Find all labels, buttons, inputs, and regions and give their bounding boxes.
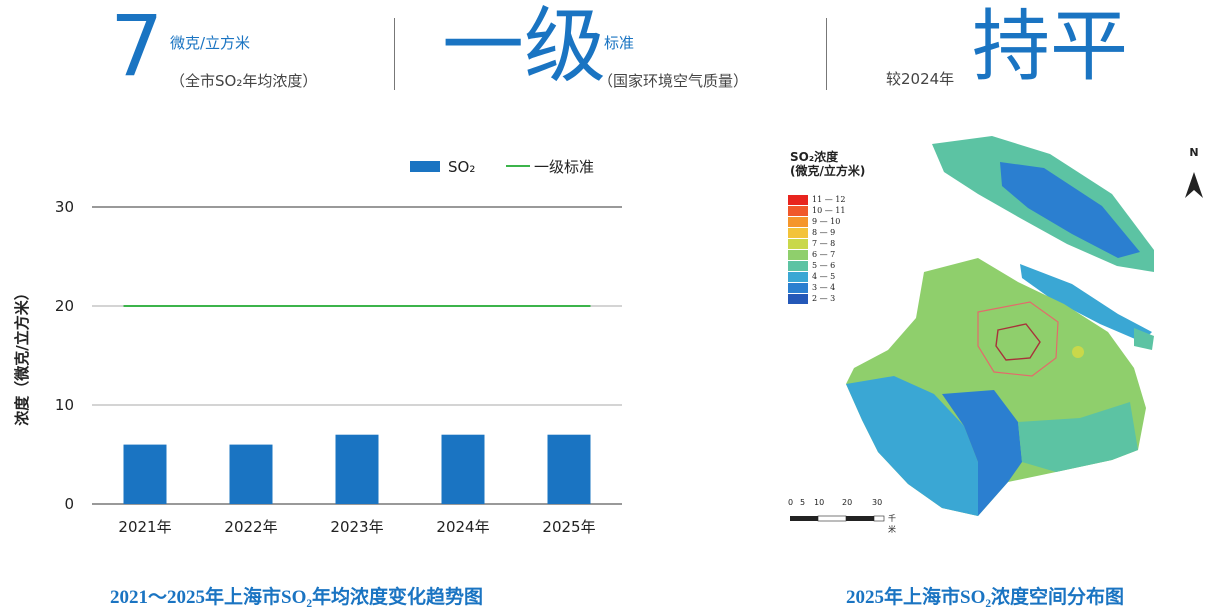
legend-label-so2: SO₂ [448, 158, 475, 176]
so2-bar [441, 434, 485, 504]
map-legend-item: 8 — 9 [788, 227, 845, 238]
map-scale-unit: 千米 [888, 514, 896, 534]
map-legend-item: 11 — 12 [788, 194, 845, 205]
map-legend-swatch [788, 216, 808, 227]
map-island-changxing [1020, 264, 1152, 342]
map-legend-item: 2 — 3 [788, 293, 845, 304]
map-legend-label: 5 — 6 [812, 261, 836, 270]
stat-standard-level: 一级 标准 （国家环境空气质量） [400, 0, 820, 110]
map-scale-label: 10 [814, 498, 825, 507]
y-tick-label: 30 [55, 198, 74, 216]
so2-bar [123, 444, 167, 504]
map-legend-swatch [788, 238, 808, 249]
map-legend-item: 9 — 10 [788, 216, 845, 227]
map-mainland-east [1018, 402, 1138, 472]
map-legend-swatch [788, 194, 808, 205]
map-legend-label: 7 — 8 [812, 239, 836, 248]
map-graphic [790, 136, 1203, 522]
legend-label-standard: 一级标准 [534, 158, 594, 176]
so2-bar [547, 434, 591, 504]
map-title-line2: (微克/立方米) [790, 164, 866, 178]
north-arrow-icon [1185, 172, 1203, 198]
map-outer-ring [977, 301, 1059, 377]
map-legend-item: 4 — 5 [788, 271, 845, 282]
stat-annual-concentration: 7 微克/立方米 （全市SO₂年均浓度） [0, 0, 400, 110]
map-legend-swatch [788, 260, 808, 271]
map-legend-item: 3 — 4 [788, 282, 845, 293]
stat-standard-unit: 标准 [604, 34, 635, 52]
map-mainland-south [942, 390, 1022, 516]
x-tick-label: 2021年 [118, 518, 171, 536]
map-legend-swatch [788, 249, 808, 260]
y-axis-label: 浓度（微克/立方米） [13, 285, 31, 425]
map-legend-label: 10 — 11 [812, 206, 846, 215]
map-legend-label: 9 — 10 [812, 217, 841, 226]
map-legend-swatch [788, 227, 808, 238]
map-legend-item: 10 — 11 [788, 205, 845, 216]
map-caption: 2025年上海市SO₂浓度空间分布图 [846, 587, 1125, 608]
y-tick-label: 10 [55, 396, 74, 414]
map-legend-swatch [788, 205, 808, 216]
so2-bar [335, 434, 379, 504]
y-tick-label: 0 [64, 495, 74, 513]
map-island-hengsha [1134, 328, 1154, 350]
map-legend-label: 6 — 7 [812, 250, 836, 259]
north-indicator: N [1184, 146, 1204, 159]
map-legend-label: 11 — 12 [812, 195, 846, 204]
stat-standard-value: 一级 [442, 0, 607, 94]
stat-concentration-value: 7 [110, 0, 164, 95]
x-tick-label: 2022年 [224, 518, 277, 536]
map-inner-ring [995, 323, 1041, 361]
x-tick-label: 2025年 [542, 518, 595, 536]
legend-swatch-so2 [410, 161, 440, 172]
map-legend-item: 7 — 8 [788, 238, 845, 249]
y-tick-label: 20 [55, 297, 74, 315]
header-divider [394, 18, 395, 90]
map-scale-label: 5 [800, 498, 806, 507]
so2-bar [229, 444, 273, 504]
map-legend-label: 4 — 5 [812, 272, 836, 281]
so2-trend-chart: 0 10 20 30 2021年 2022年 2023年 2024年 2025年 SO₂ 一级标准浓… [13, 158, 622, 536]
stat-standard-note: （国家环境空气质量） [598, 72, 749, 90]
x-tick-label: 2024年 [436, 518, 489, 536]
map-scale-label: 20 [842, 498, 853, 507]
x-tick-label: 2023年 [330, 518, 383, 536]
stat-compare-value: 持平 [972, 2, 1129, 92]
map-legend-swatch [788, 293, 808, 304]
map-title-line1: SO₂浓度 [790, 150, 839, 164]
stat-year-compare: 较2024年 持平 [830, 0, 1214, 110]
map-legend-swatch [788, 271, 808, 282]
north-label: N [1189, 146, 1199, 159]
header-divider [826, 18, 827, 90]
map-scale-label: 30 [872, 498, 883, 507]
map-scale-bar [790, 515, 885, 522]
map-mainland-southwest [846, 376, 978, 516]
map-title: SO₂浓度 (微克/立方米) [790, 150, 865, 178]
map-legend-item: 5 — 6 [788, 260, 845, 271]
map-island-chongming-dark [1000, 162, 1140, 258]
so2-distribution-map: SO₂浓度 (微克/立方米) 11 — 12 10 — 11 9 — 10 8 — 9… [782, 132, 1210, 560]
stat-compare-prefix: 较2024年 [886, 70, 955, 88]
stat-concentration-unit: 微克/立方米 [170, 34, 251, 52]
map-legend-label: 2 — 3 [812, 294, 836, 303]
map-legend-label: 8 — 9 [812, 228, 836, 237]
map-hotspot [1072, 346, 1084, 358]
map-legend-swatch [788, 282, 808, 293]
map-legend: 11 — 12 10 — 11 9 — 10 8 — 9 7 — 8 6 — 7 5 — 6… [788, 194, 845, 304]
map-scale-label: 0 [788, 498, 794, 507]
map-legend-label: 3 — 4 [812, 283, 836, 292]
map-legend-item: 6 — 7 [788, 249, 845, 260]
chart-caption: 2021～2025年上海市SO₂年均浓度变化趋势图 [110, 587, 484, 608]
stat-concentration-note: （全市SO₂年均浓度） [170, 72, 318, 90]
